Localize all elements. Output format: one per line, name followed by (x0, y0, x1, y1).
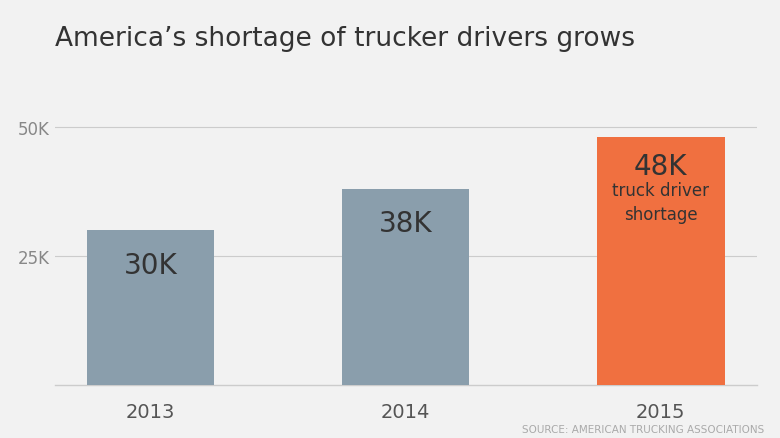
Bar (87, 230, 215, 385)
Bar (342, 189, 470, 385)
Text: truck driver
shortage: truck driver shortage (612, 181, 709, 223)
Text: America’s shortage of trucker drivers grows: America’s shortage of trucker drivers gr… (55, 26, 635, 52)
Text: 38K: 38K (379, 210, 432, 238)
Text: 30K: 30K (123, 251, 177, 279)
Bar (597, 138, 725, 385)
Text: SOURCE: AMERICAN TRUCKING ASSOCIATIONS: SOURCE: AMERICAN TRUCKING ASSOCIATIONS (522, 424, 764, 434)
Text: 48K: 48K (634, 153, 688, 181)
